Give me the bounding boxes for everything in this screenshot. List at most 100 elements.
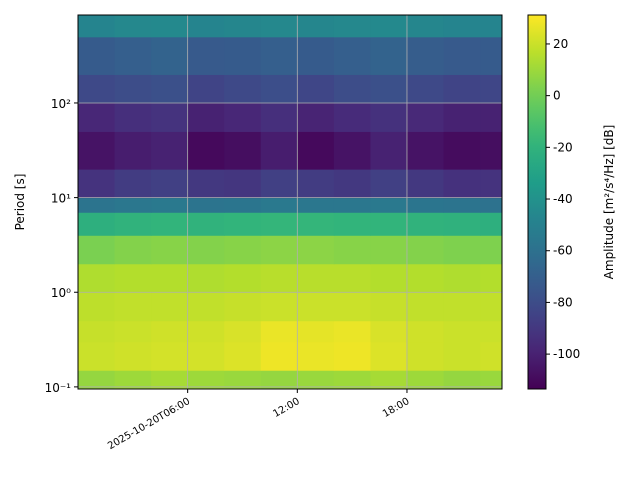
heatmap-cell <box>297 370 335 390</box>
heatmap-cell <box>406 263 445 293</box>
heatmap-cell <box>151 15 189 38</box>
heatmap-cell <box>114 36 152 75</box>
heatmap-cell <box>480 292 503 322</box>
heatmap-cell <box>297 102 335 132</box>
heatmap-cell <box>224 102 262 132</box>
heatmap-cell <box>260 74 298 104</box>
heatmap-cell <box>151 36 189 75</box>
heatmap-cell <box>443 197 481 213</box>
heatmap-cell <box>480 197 503 213</box>
heatmap-cell <box>187 341 225 371</box>
heatmap-cell <box>370 370 408 390</box>
heatmap-cell <box>333 102 371 132</box>
heatmap-cell <box>260 370 298 390</box>
heatmap-cell <box>370 341 408 371</box>
heatmap-cell <box>187 15 225 38</box>
heatmap-cell <box>443 15 481 38</box>
heatmap-cell <box>370 131 408 170</box>
heatmap-cell <box>224 131 262 170</box>
heatmap-cell <box>78 36 116 75</box>
heatmap-cell <box>224 15 262 38</box>
heatmap-cell <box>443 235 481 265</box>
colorbar-tick-label: -40 <box>553 192 573 206</box>
heatmap-cell <box>480 370 503 390</box>
heatmap-cell <box>260 212 298 236</box>
heatmap-cell <box>187 197 225 213</box>
heatmap-cell <box>297 212 335 236</box>
heatmap-cell <box>406 197 445 213</box>
heatmap-cell <box>224 36 262 75</box>
heatmap-cell <box>406 292 445 322</box>
heatmap-cell <box>187 235 225 265</box>
colorbar-tick-label: 20 <box>553 37 568 51</box>
heatmap-cell <box>114 102 152 132</box>
colorbar-tick-label: -80 <box>553 295 573 309</box>
heatmap-cell <box>114 235 152 265</box>
heatmap-cell <box>187 263 225 293</box>
heatmap-cell <box>297 197 335 213</box>
heatmap-cell <box>151 74 189 104</box>
heatmap-cell <box>151 235 189 265</box>
heatmap-cell <box>151 370 189 390</box>
heatmap-cell <box>443 320 481 343</box>
heatmap-cell <box>224 292 262 322</box>
heatmap-cell <box>260 263 298 293</box>
heatmap-cell <box>443 36 481 75</box>
heatmap-cell <box>78 370 116 390</box>
heatmap-cell <box>224 320 262 343</box>
heatmap-cell <box>78 15 116 38</box>
heatmap-cell <box>114 197 152 213</box>
heatmap-cell <box>114 131 152 170</box>
heatmap-cell <box>260 36 298 75</box>
heatmap-cell <box>370 235 408 265</box>
heatmap-cell <box>114 15 152 38</box>
heatmap-cell <box>151 341 189 371</box>
x-tick-label: 18:00 <box>381 396 411 420</box>
y-tick-label: 10² <box>51 97 71 111</box>
heatmap-cell <box>78 263 116 293</box>
heatmap-cell <box>224 370 262 390</box>
heatmap-cell <box>406 74 445 104</box>
heatmap-cell <box>370 263 408 293</box>
y-axis-label: Period [s] <box>13 174 27 231</box>
heatmap-cell <box>187 102 225 132</box>
heatmap-cell <box>187 36 225 75</box>
heatmap-cell <box>297 292 335 322</box>
heatmap-cell <box>480 169 503 199</box>
heatmap-cell <box>114 169 152 199</box>
heatmap-cell <box>370 169 408 199</box>
heatmap-cell <box>370 102 408 132</box>
heatmap-cell <box>480 131 503 170</box>
heatmap-cell <box>187 212 225 236</box>
heatmap-cell <box>78 169 116 199</box>
heatmap-cell <box>297 341 335 371</box>
heatmap-cell <box>260 169 298 199</box>
heatmap-cell <box>333 36 371 75</box>
heatmap-cell <box>333 320 371 343</box>
heatmap-cell <box>224 341 262 371</box>
heatmap-cell <box>151 197 189 213</box>
heatmap-cell <box>370 320 408 343</box>
heatmap-cell <box>480 15 503 38</box>
colorbar-tick-label: -100 <box>553 347 580 361</box>
heatmap-cell <box>333 341 371 371</box>
heatmap-cell <box>151 131 189 170</box>
heatmap-cell <box>224 169 262 199</box>
colorbar <box>527 14 547 390</box>
heatmap-cell <box>114 341 152 371</box>
heatmap-cell <box>114 263 152 293</box>
heatmap-cell <box>114 320 152 343</box>
heatmap-cell <box>151 212 189 236</box>
heatmap-cell <box>480 36 503 75</box>
heatmap-cell <box>370 74 408 104</box>
heatmap-cell <box>370 292 408 322</box>
heatmap-cell <box>406 320 445 343</box>
heatmap-cell <box>151 169 189 199</box>
heatmap-cell <box>224 212 262 236</box>
y-tick-label: 10⁰ <box>51 286 71 300</box>
heatmap-cell <box>260 292 298 322</box>
heatmap-cell <box>333 197 371 213</box>
heatmap-cell <box>114 370 152 390</box>
heatmap-cell <box>480 212 503 236</box>
heatmap-cell <box>406 36 445 75</box>
